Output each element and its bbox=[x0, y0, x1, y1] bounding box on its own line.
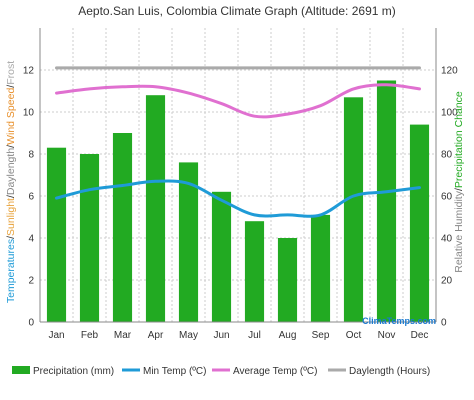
legend: Precipitation (mm) Min Temp (ºC) Average T… bbox=[12, 366, 430, 377]
right-tick-label: 80 bbox=[441, 150, 453, 161]
x-tick-label: Oct bbox=[346, 330, 362, 341]
x-tick-labels: Jan Feb Mar Apr May Jun Jul Aug Sep Oct Nov Dec bbox=[48, 330, 428, 341]
x-tick-label: Feb bbox=[81, 330, 99, 341]
left-tick-label: 4 bbox=[28, 234, 34, 245]
chart-title: Aepto.San Luis, Colombia Climate Graph (… bbox=[78, 4, 396, 18]
x-tick-label: May bbox=[179, 330, 198, 341]
precipitation-bar bbox=[79, 154, 100, 322]
left-tick-label: 8 bbox=[28, 150, 34, 161]
precipitation-bar bbox=[376, 80, 397, 322]
grid-lines bbox=[39, 28, 437, 323]
left-tick-label: 2 bbox=[28, 276, 34, 287]
right-axis-label-precip-chance: Precipitation Chance bbox=[453, 91, 465, 188]
precipitation-bars bbox=[46, 80, 430, 322]
legend-swatch-precipitation bbox=[12, 366, 30, 374]
average-temp-line bbox=[55, 83, 421, 119]
left-axis-label: Temperatures/Sunlight/Daylength/Wind Spe… bbox=[5, 61, 17, 303]
left-tick-labels: 0 2 4 6 8 10 12 bbox=[23, 66, 35, 329]
left-axis-label-sep: / bbox=[5, 85, 17, 88]
left-axis-label-daylength: Daylength bbox=[5, 148, 17, 195]
precipitation-bar bbox=[112, 133, 133, 322]
right-tick-label: 120 bbox=[441, 66, 458, 77]
brand-watermark: ClimaTemps.com bbox=[362, 316, 436, 326]
left-axis-label-sep: / bbox=[5, 145, 17, 148]
x-tick-label: Sep bbox=[312, 330, 330, 341]
right-tick-label: 100 bbox=[441, 108, 458, 119]
right-axis-label-humidity: Relative Humidity bbox=[453, 190, 465, 272]
left-tick-label: 10 bbox=[23, 108, 35, 119]
precipitation-bar bbox=[409, 124, 430, 322]
right-tick-label: 20 bbox=[441, 276, 453, 287]
precipitation-bar bbox=[244, 221, 265, 322]
left-axis-label-temperatures: Temperatures bbox=[5, 239, 17, 303]
left-tick-label: 12 bbox=[23, 66, 35, 77]
precipitation-bar bbox=[178, 162, 199, 322]
legend-label: Precipitation (mm) bbox=[33, 366, 114, 377]
precipitation-bar bbox=[277, 238, 298, 322]
series-lines bbox=[55, 66, 421, 218]
precipitation-bar bbox=[211, 191, 232, 322]
left-axis-label-frost: Frost bbox=[5, 61, 17, 85]
left-axis-label-sunlight: Sunlight bbox=[5, 198, 17, 236]
right-tick-labels: 0 20 40 60 80 100 120 bbox=[441, 66, 458, 329]
right-tick-label: 60 bbox=[441, 192, 453, 203]
left-axis-label-windspeed: Wind Speed bbox=[5, 88, 17, 145]
min-temp-line bbox=[55, 179, 421, 218]
right-tick-label: 0 bbox=[441, 318, 447, 329]
x-tick-label: Apr bbox=[148, 330, 164, 341]
x-tick-label: Dec bbox=[411, 330, 429, 341]
precipitation-bar bbox=[343, 97, 364, 322]
left-axis-label-sep: / bbox=[5, 195, 17, 198]
axes bbox=[39, 28, 437, 323]
left-tick-label: 0 bbox=[28, 318, 34, 329]
x-tick-label: Aug bbox=[279, 330, 297, 341]
x-tick-label: Nov bbox=[378, 330, 396, 341]
right-axis-label: Relative Humidity/Precipitation Chance bbox=[453, 91, 465, 273]
precipitation-bar bbox=[145, 95, 166, 322]
x-tick-label: Jul bbox=[248, 330, 261, 341]
x-tick-label: Mar bbox=[114, 330, 132, 341]
legend-label: Average Temp (ºC) bbox=[233, 366, 317, 377]
right-tick-label: 40 bbox=[441, 234, 453, 245]
legend-label: Daylength (Hours) bbox=[349, 366, 430, 377]
left-tick-label: 6 bbox=[28, 192, 34, 203]
left-axis-label-sep: / bbox=[5, 236, 17, 239]
x-tick-label: Jan bbox=[48, 330, 64, 341]
right-axis-label-sep: / bbox=[453, 188, 465, 191]
precipitation-bar bbox=[46, 147, 67, 322]
x-tick-label: Jun bbox=[213, 330, 229, 341]
legend-label: Min Temp (ºC) bbox=[143, 366, 206, 377]
precipitation-bar bbox=[310, 214, 331, 322]
